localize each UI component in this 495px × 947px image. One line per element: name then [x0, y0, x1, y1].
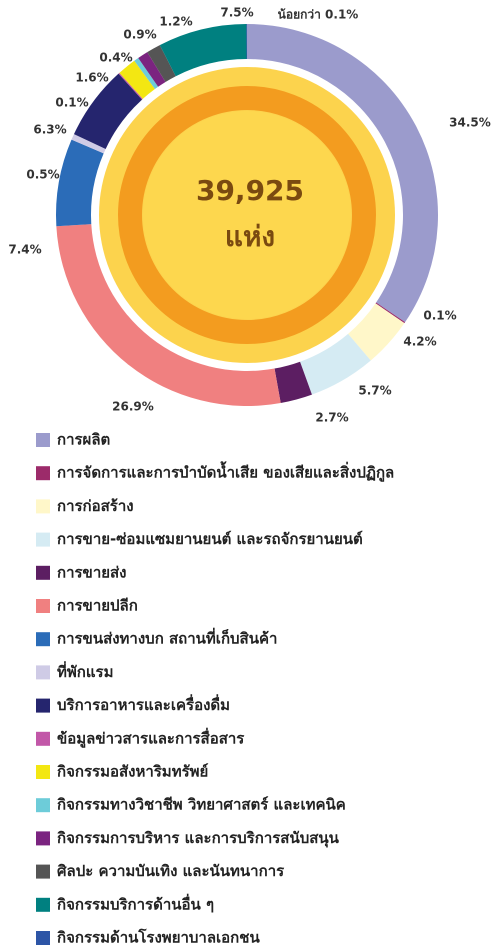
value-label: 1.2%: [159, 15, 192, 29]
legend-swatch: [36, 565, 50, 580]
legend-label: ข้อมูลข่าวสารและการสื่อสาร: [57, 727, 245, 748]
value-label: 4.2%: [403, 335, 436, 349]
donut-segment: [247, 24, 438, 323]
legend-swatch: [36, 765, 50, 779]
value-label: 2.7%: [315, 411, 348, 425]
donut-segment: [274, 361, 312, 404]
legend-label: การขายส่ง: [57, 563, 127, 581]
legend-label: บริการอาหารและเครื่องดื่ม: [57, 694, 230, 714]
value-label: 0.4%: [99, 51, 132, 65]
legend-label: การก่อสร้าง: [57, 497, 134, 515]
legend-swatch: [36, 499, 50, 514]
legend-swatch: [36, 466, 50, 481]
legend-swatch: [36, 897, 50, 912]
center-value: 39,925: [196, 174, 304, 207]
legend-label: การขายปลีก: [57, 597, 138, 615]
value-label: 6.3%: [33, 123, 66, 137]
donut-segment: [159, 24, 247, 77]
value-label: 34.5%: [449, 116, 491, 130]
value-label: 5.7%: [358, 384, 391, 398]
donut-segment: [300, 333, 371, 395]
donut-segment: [56, 139, 104, 227]
legend-label: การผลิต: [57, 431, 110, 449]
legend-swatch: [36, 599, 50, 613]
legend-swatch: [36, 831, 50, 846]
donut-segment: [73, 73, 143, 149]
value-label: 7.4%: [8, 243, 41, 257]
donut-segment: [147, 45, 176, 82]
legend-label: กิจกรรมทางวิชาชีพ วิทยาศาสตร์ และเทคนิค: [57, 796, 346, 814]
donut-segment: [246, 24, 247, 60]
value-label: 0.1%: [55, 96, 88, 110]
donut-segment: [348, 303, 405, 361]
value-label: 1.6%: [75, 71, 108, 85]
legend-swatch: [36, 698, 50, 713]
legend-label: กิจกรรมการบริหาร และการบริการสนับสนุน: [57, 829, 340, 848]
legend-label: ที่พักแรม: [57, 661, 113, 681]
inner-ring: [118, 86, 376, 344]
legend-swatch: [36, 632, 50, 647]
legend-swatch: [36, 864, 50, 879]
center-unit: แห่ง: [225, 220, 275, 253]
legend-label: กิจกรรมอสังหาริมทรัพย์: [57, 763, 208, 781]
donut-segment: [71, 134, 106, 154]
donut-segment: [375, 302, 406, 324]
donut-segment: [134, 58, 159, 90]
legend-label: ศิลปะ ความบันเทิง และนันทนาการ: [57, 862, 285, 880]
donut-segment: [56, 224, 281, 406]
legend-label: การจัดการและการบำบัดน้ำเสีย ของเสียและสิ…: [57, 461, 394, 483]
legend-swatch: [36, 433, 50, 447]
legend-swatch: [36, 931, 50, 945]
value-label: 0.9%: [123, 28, 156, 42]
donut-segment: [119, 60, 155, 99]
legend-swatch: [36, 731, 50, 746]
value-label: น้อยกว่า 0.1%: [278, 8, 359, 22]
donut-segment: [118, 72, 143, 100]
legend-swatch: [36, 665, 50, 680]
legend-swatch: [36, 532, 50, 547]
value-label: 26.9%: [112, 400, 154, 414]
legend-label: กิจกรรมด้านโรงพยาบาลเอกชน: [57, 928, 260, 947]
value-label: 0.5%: [26, 168, 59, 182]
value-label: 7.5%: [220, 6, 253, 20]
legend-label: การขาย-ซ่อมแซมยานยนต์ และรถจักรยานยนต์: [57, 530, 363, 548]
value-label: 0.1%: [423, 309, 456, 323]
donut-segment: [138, 52, 166, 87]
inner-core: [143, 111, 351, 319]
legend-label: การขนส่งทางบก สถานที่เก็บสินค้า: [57, 628, 277, 648]
legend-swatch: [36, 798, 50, 813]
legend-label: กิจกรรมบริการด้านอื่น ๆ: [57, 893, 214, 913]
